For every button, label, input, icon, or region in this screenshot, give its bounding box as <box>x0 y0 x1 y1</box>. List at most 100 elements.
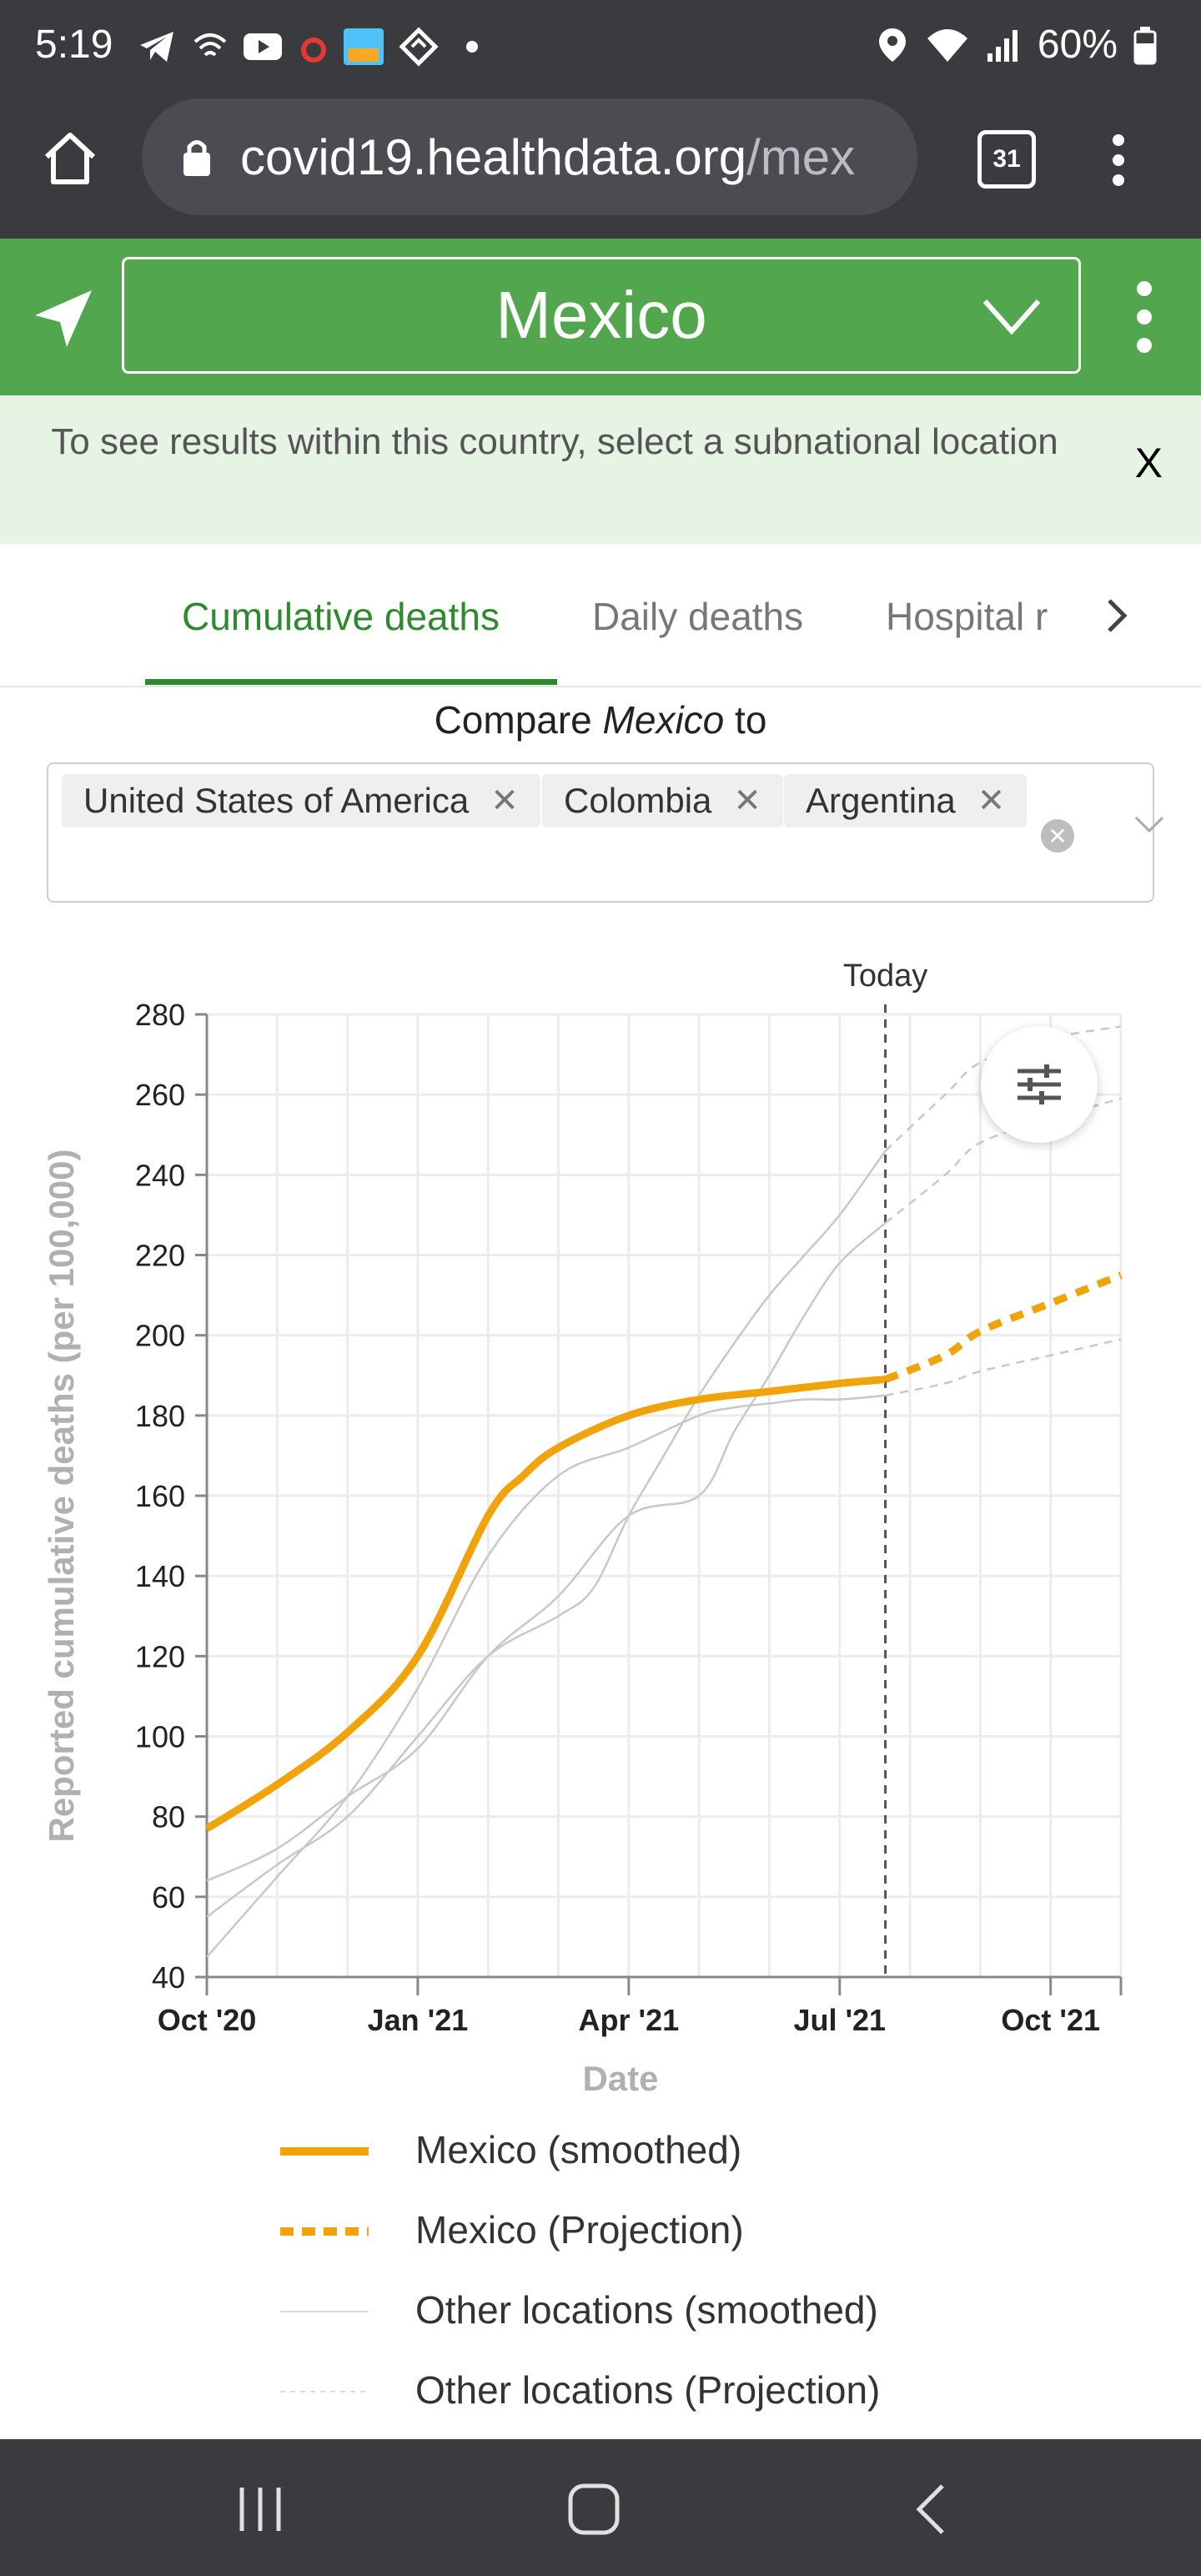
notice-close-button[interactable]: X <box>1134 440 1163 486</box>
chart-settings-button[interactable] <box>981 1026 1098 1143</box>
legend-item[interactable]: Other locations (Projection) <box>0 2359 1201 2418</box>
legend-swatch-dashed-orange <box>280 2227 369 2236</box>
sync-app-icon <box>399 27 439 67</box>
app-notification-icon <box>301 38 326 63</box>
legend-label: Mexico (Projection) <box>415 2208 744 2251</box>
battery-icon <box>1133 26 1157 64</box>
series-line-thin-grey <box>206 1150 887 1918</box>
signal-icon <box>987 29 1018 62</box>
compare-suffix: to <box>724 698 767 742</box>
chevron-right-icon[interactable] <box>1104 596 1129 636</box>
x-tick-label: Apr '21 <box>579 2003 680 2037</box>
series-line-dashed-grey <box>884 1025 1122 1152</box>
y-tick-label: 280 <box>135 998 185 1032</box>
y-tick-label: 80 <box>152 1800 185 1834</box>
telegram-icon <box>140 32 173 62</box>
legend-label: Other locations (smoothed) <box>415 2288 878 2332</box>
x-axis-title: Date <box>582 2059 658 2098</box>
compare-chip: Colombia ✕ <box>542 774 783 828</box>
wifi-call-icon <box>193 33 227 57</box>
legend-swatch-thin-grey <box>280 2311 369 2312</box>
more-notifications-dot-icon <box>466 41 478 53</box>
sliders-icon <box>1018 1064 1061 1104</box>
y-tick-label: 180 <box>135 1399 185 1433</box>
recent-apps-icon[interactable] <box>234 2483 287 2536</box>
compare-prefix: Compare <box>434 698 603 742</box>
battery-percent: 60% <box>1037 23 1118 67</box>
lock-icon <box>183 140 210 176</box>
remove-chip-icon[interactable]: ✕ <box>733 782 761 819</box>
y-tick-label: 200 <box>135 1319 185 1353</box>
back-icon[interactable] <box>911 2483 951 2536</box>
wifi-icon <box>927 28 967 62</box>
compare-chip: United States of America ✕ <box>62 774 540 828</box>
chart-tabs: Cumulative deaths Daily deaths Hospital … <box>0 544 1201 687</box>
url-host: covid19.healthdata.org <box>240 128 747 185</box>
series-line-thin-grey <box>206 1394 886 1958</box>
y-tick-label: 40 <box>152 1960 185 1995</box>
series-line-thin-grey <box>206 1222 887 1882</box>
y-tick-label: 220 <box>135 1239 185 1273</box>
compare-chip: Argentina ✕ <box>784 774 1028 828</box>
tab-cumulative-deaths[interactable]: Cumulative deaths <box>182 595 500 638</box>
status-bar: 5:19 60% <box>0 0 1201 93</box>
location-select[interactable]: Mexico <box>122 257 1081 374</box>
remove-chip-icon[interactable]: ✕ <box>490 782 519 819</box>
legend-item[interactable]: Mexico (Projection) <box>0 2199 1201 2257</box>
cumulative-deaths-chart: 40 60 80 100 120 140 160 180 200 220 240 260 280 Oct … <box>42 958 1123 2098</box>
notice-text: To see results within this country, sele… <box>51 421 1058 462</box>
browser-toolbar: covid19.healthdata.org/mex 31 <box>0 93 1201 239</box>
series-line-dashed-orange <box>883 1271 1123 1383</box>
status-time: 5:19 <box>35 23 113 67</box>
subnational-notice: To see results within this country, sele… <box>0 395 1201 544</box>
clear-all-icon[interactable]: ✕ <box>1041 819 1074 853</box>
status-right: 60% <box>876 22 1158 68</box>
dropdown-chevron-icon[interactable] <box>1133 814 1166 836</box>
legend-label: Mexico (smoothed) <box>415 2128 742 2171</box>
address-bar[interactable]: covid19.healthdata.org/mex <box>142 98 917 215</box>
home-icon[interactable] <box>40 128 100 189</box>
y-tick-label: 100 <box>135 1720 185 1754</box>
game-app-icon <box>344 28 384 65</box>
tab-daily-deaths[interactable]: Daily deaths <box>592 595 804 638</box>
x-tick-label: Jul '21 <box>793 2003 886 2037</box>
legend-swatch-dashed-grey <box>280 2391 369 2392</box>
legend-swatch-solid-orange <box>280 2147 369 2156</box>
tab-switcher-button[interactable]: 31 <box>977 130 1036 189</box>
chip-label: Colombia <box>564 781 712 820</box>
android-nav-bar <box>0 2439 1201 2576</box>
page-menu-icon[interactable] <box>1128 277 1161 357</box>
navigation-arrow-icon[interactable] <box>32 287 95 350</box>
chip-label: Argentina <box>806 781 956 820</box>
x-tick-label: Jan '21 <box>368 2003 469 2037</box>
series-line-dashed-grey <box>885 1338 1122 1397</box>
y-tick-label: 240 <box>135 1158 185 1192</box>
compare-location: Mexico <box>602 698 725 742</box>
chip-label: United States of America <box>83 781 470 820</box>
legend-item[interactable]: Other locations (smoothed) <box>0 2279 1201 2337</box>
compare-label: Compare Mexico to <box>0 697 1201 742</box>
home-nav-icon[interactable] <box>567 2483 621 2536</box>
location-icon <box>878 28 906 62</box>
legend-item[interactable]: Mexico (smoothed) <box>0 2119 1201 2177</box>
x-tick-label: Oct '20 <box>158 2003 257 2037</box>
browser-menu-icon[interactable] <box>1106 128 1131 195</box>
url-path: /mex <box>746 128 856 185</box>
location-select-value: Mexico <box>495 278 707 352</box>
y-tick-label: 140 <box>135 1559 185 1593</box>
x-tick-label: Oct '21 <box>1001 2003 1100 2037</box>
youtube-icon <box>244 33 282 60</box>
location-header: Mexico <box>0 239 1201 395</box>
series-line-solid-orange <box>204 1376 886 1832</box>
today-label: Today <box>843 958 927 994</box>
active-tab-indicator <box>145 679 557 685</box>
compare-locations-select[interactable]: United States of America ✕ Colombia ✕ Arge… <box>47 762 1164 903</box>
y-tick-label: 260 <box>135 1078 185 1112</box>
legend-label: Other locations (Projection) <box>415 2368 881 2412</box>
tab-hospital[interactable]: Hospital r <box>886 595 1048 638</box>
y-axis-title: Reported cumulative deaths (per 100,000) <box>42 1150 81 1843</box>
y-tick-label: 60 <box>152 1880 185 1914</box>
y-tick-label: 120 <box>135 1639 185 1673</box>
chevron-down-icon <box>982 299 1041 335</box>
remove-chip-icon[interactable]: ✕ <box>977 782 1006 819</box>
